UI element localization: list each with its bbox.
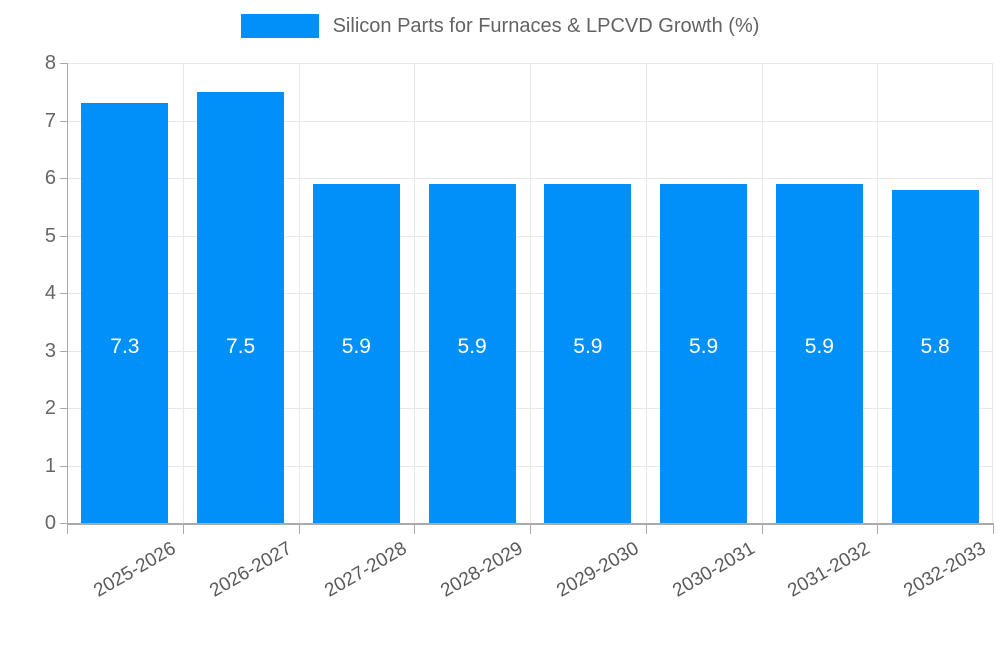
bar-value-label: 7.3 [110, 335, 140, 359]
gridline-vertical [182, 63, 184, 523]
x-axis-tick-mark [414, 525, 416, 534]
bar-value-label: 5.9 [689, 335, 719, 359]
y-axis-tick-mark [60, 523, 67, 524]
y-axis-tick-mark [60, 293, 67, 294]
x-axis-tick-mark [530, 525, 531, 534]
y-axis-tick-mark [60, 408, 67, 409]
x-axis-tick-mark [298, 525, 300, 534]
bar[interactable] [660, 183, 748, 523]
x-axis-tick-mark [993, 525, 994, 534]
y-axis-tick-label: 3 [44, 339, 56, 362]
x-axis-tick-mark [182, 525, 184, 534]
y-axis-tick-label: 0 [44, 512, 56, 534]
y-axis-tick-mark [60, 120, 67, 122]
chart-legend: Silicon Parts for Furnaces & LPCVD Growt… [0, 14, 1000, 38]
y-axis-tick-label: 5 [44, 224, 56, 247]
bar-chart: Silicon Parts for Furnaces & LPCVD Growt… [0, 14, 1000, 602]
y-axis-tick-label: 2 [44, 397, 56, 419]
bar[interactable] [312, 183, 400, 523]
bar[interactable] [428, 183, 516, 523]
y-axis-tick-mark [60, 465, 67, 467]
bar-value-label: 7.5 [226, 335, 256, 359]
y-axis-tick-label: 1 [44, 454, 56, 477]
gridline-vertical [414, 63, 416, 523]
gridline-vertical [298, 63, 300, 523]
bar[interactable] [544, 183, 632, 523]
y-axis-tick-label: 8 [44, 52, 56, 74]
x-axis-tick-mark [761, 525, 763, 534]
y-axis-tick-mark [60, 235, 67, 237]
y-axis-tick-mark [60, 178, 67, 179]
y-axis-tick-label: 7 [44, 109, 56, 132]
gridline-vertical [645, 63, 647, 523]
y-axis-tick-mark [60, 63, 67, 64]
y-axis-tick-label: 6 [44, 167, 56, 189]
bar-value-label: 5.9 [804, 335, 834, 359]
gridline-vertical [877, 63, 879, 523]
bar[interactable] [81, 103, 169, 523]
legend-color-swatch-icon [240, 14, 319, 38]
legend-item-0[interactable]: Silicon Parts for Furnaces & LPCVD Growt… [240, 14, 760, 38]
bar-value-label: 5.8 [920, 335, 950, 359]
x-axis-tick-mark [67, 525, 68, 534]
bar-value-label: 5.9 [457, 335, 487, 359]
gridline-vertical [761, 63, 763, 523]
x-axis-tick-mark [877, 525, 879, 534]
gridline-vertical [530, 63, 531, 523]
bar[interactable] [775, 183, 863, 523]
bar-value-label: 5.9 [573, 335, 603, 359]
x-axis-tick-mark [645, 525, 647, 534]
plot-area: 7.3 7.5 5.9 5.9 5.9 5.9 5.9 5.8 [67, 63, 993, 523]
y-axis-tick-mark [60, 350, 67, 352]
x-axis-line [67, 523, 994, 525]
legend-item-label: Silicon Parts for Furnaces & LPCVD Growt… [332, 15, 760, 37]
bar[interactable] [197, 91, 285, 523]
bar[interactable] [891, 189, 979, 523]
y-axis-line [67, 63, 68, 524]
bar-value-label: 5.9 [341, 335, 371, 359]
y-axis-tick-label: 4 [44, 282, 56, 304]
